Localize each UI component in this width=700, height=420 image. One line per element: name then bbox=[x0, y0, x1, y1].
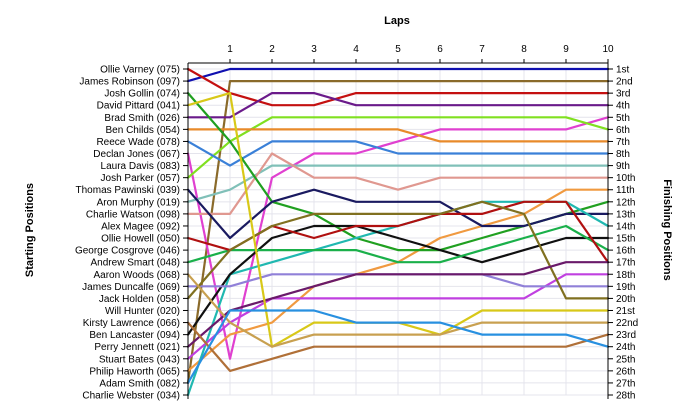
starting-position-label: Charlie Watson (098) bbox=[86, 209, 180, 220]
starting-position-label: Aron Murphy (019) bbox=[97, 197, 180, 208]
finishing-position-label: 23rd bbox=[616, 330, 636, 341]
finishing-position-label: 16th bbox=[616, 246, 635, 257]
lap-tick-label: 2 bbox=[269, 44, 275, 55]
lap-tick-label: 4 bbox=[353, 44, 359, 55]
lap-tick-label: 1 bbox=[227, 44, 233, 55]
finishing-position-label: 15th bbox=[616, 234, 635, 245]
starting-position-label: Charlie Webster (034) bbox=[82, 391, 180, 402]
starting-position-label: James Robinson (097) bbox=[79, 77, 180, 88]
starting-position-label: Laura Davis (083) bbox=[101, 161, 180, 172]
x-axis-title: Laps bbox=[384, 15, 410, 27]
lap-tick-label: 3 bbox=[311, 44, 317, 55]
lap-tick-label: 8 bbox=[521, 44, 527, 55]
starting-position-label: Andrew Smart (048) bbox=[91, 258, 180, 269]
finishing-position-label: 24th bbox=[616, 342, 635, 353]
starting-position-label: Philip Haworth (065) bbox=[89, 366, 180, 377]
finishing-position-label: 10th bbox=[616, 173, 635, 184]
starting-position-label: Thomas Pawinski (039) bbox=[76, 185, 180, 196]
starting-position-label: Brad Smith (026) bbox=[104, 113, 180, 124]
finishing-position-label: 6th bbox=[616, 125, 630, 136]
finishing-position-label: 19th bbox=[616, 282, 635, 293]
finishing-position-label: 13th bbox=[616, 209, 635, 220]
starting-position-label: Stuart Bates (043) bbox=[99, 354, 180, 365]
lap-tick-label: 6 bbox=[437, 44, 443, 55]
axes-frame bbox=[183, 59, 613, 399]
starting-position-label: George Cosgrove (046) bbox=[75, 246, 180, 257]
lap-tick-label: 7 bbox=[479, 44, 485, 55]
series-line-7 bbox=[186, 128, 610, 143]
lap-tick-label: 10 bbox=[602, 44, 614, 55]
series-line-24 bbox=[186, 321, 610, 372]
series-line-6 bbox=[186, 116, 610, 179]
starting-position-label: Ben Lancaster (094) bbox=[89, 330, 180, 341]
tick-label-layer: Ollie Varney (075)James Robinson (097)Jo… bbox=[75, 44, 638, 402]
starting-position-label: Perry Jennett (021) bbox=[94, 342, 180, 353]
finishing-position-label: 17th bbox=[616, 258, 635, 269]
finishing-position-label: 8th bbox=[616, 149, 630, 160]
starting-position-label: Ben Childs (054) bbox=[106, 125, 180, 136]
finishing-position-label: 7th bbox=[616, 137, 630, 148]
series-line-1 bbox=[186, 67, 610, 83]
series-line-16 bbox=[186, 224, 610, 264]
series-layer bbox=[186, 67, 610, 397]
series-line-10 bbox=[186, 152, 610, 215]
starting-position-label: Jack Holden (058) bbox=[99, 294, 180, 305]
series-line-25 bbox=[186, 309, 610, 384]
starting-position-label: James Duncalfe (069) bbox=[82, 282, 180, 293]
finishing-position-label: 4th bbox=[616, 101, 630, 112]
finishing-position-label: 18th bbox=[616, 270, 635, 281]
finishing-position-label: 20th bbox=[616, 294, 635, 305]
starting-position-label: David Pittard (041) bbox=[97, 101, 180, 112]
starting-position-label: Will Hunter (020) bbox=[105, 306, 180, 317]
series-line-18 bbox=[186, 273, 610, 360]
series-line-13 bbox=[186, 188, 610, 240]
finishing-position-label: 26th bbox=[616, 366, 635, 377]
finishing-position-label: 5th bbox=[616, 113, 630, 124]
finishing-position-label: 11th bbox=[616, 185, 635, 196]
series-line-20 bbox=[186, 200, 610, 300]
starting-position-label: Ollie Howell (050) bbox=[101, 234, 180, 245]
finishing-position-label: 21st bbox=[616, 306, 635, 317]
finishing-position-label: 12th bbox=[616, 197, 635, 208]
y2-axis-title: Finishing Positions bbox=[661, 179, 673, 280]
series-line-5 bbox=[186, 116, 610, 360]
starting-position-label: Ollie Varney (075) bbox=[100, 65, 180, 76]
finishing-position-label: 3rd bbox=[616, 89, 630, 100]
finishing-position-label: 27th bbox=[616, 378, 635, 389]
finishing-position-label: 1st bbox=[616, 65, 630, 76]
series-line-21 bbox=[186, 261, 610, 348]
series-line-2 bbox=[186, 79, 610, 384]
finishing-position-label: 22nd bbox=[616, 318, 638, 329]
starting-position-label: Reece Wade (078) bbox=[96, 137, 180, 148]
lap-tick-label: 5 bbox=[395, 44, 401, 55]
finishing-position-label: 25th bbox=[616, 354, 635, 365]
starting-position-label: Josh Parker (057) bbox=[101, 173, 180, 184]
starting-position-label: Aaron Woods (068) bbox=[93, 270, 180, 281]
lap-tick-label: 9 bbox=[563, 44, 569, 55]
starting-position-label: Adam Smith (082) bbox=[99, 378, 180, 389]
finishing-position-label: 14th bbox=[616, 221, 635, 232]
starting-position-label: Alex Magee (092) bbox=[101, 221, 180, 232]
finishing-position-label: 9th bbox=[616, 161, 630, 172]
starting-position-label: Kirsty Lawrence (066) bbox=[83, 318, 180, 329]
starting-position-label: Declan Jones (067) bbox=[93, 149, 180, 160]
starting-position-label: Josh Gollin (074) bbox=[104, 89, 180, 100]
finishing-position-label: 28th bbox=[616, 391, 635, 402]
series-line-4 bbox=[186, 91, 610, 119]
y-axis-title: Starting Positions bbox=[24, 183, 36, 277]
series-line-8 bbox=[186, 140, 610, 167]
series-line-23 bbox=[186, 273, 610, 348]
finishing-position-label: 2nd bbox=[616, 77, 633, 88]
